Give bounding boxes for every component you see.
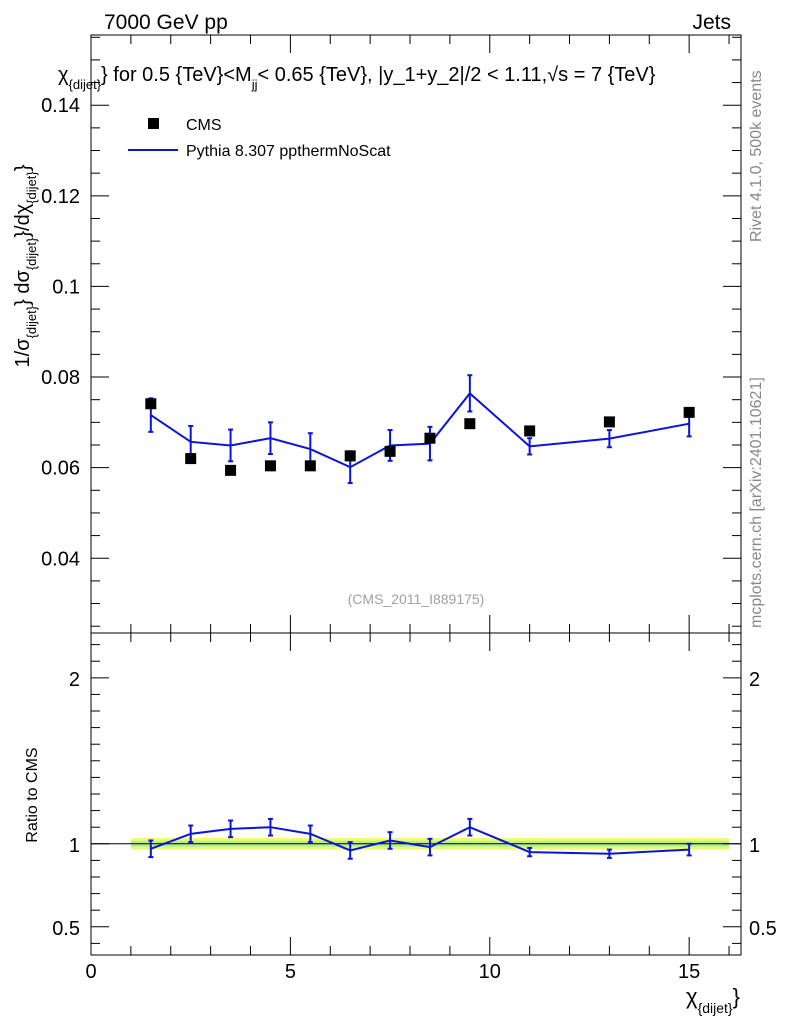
mc-line <box>150 391 690 469</box>
title-mjj-sub: jj <box>251 77 258 92</box>
energy-label: 7000 GeV pp <box>104 11 228 34</box>
cms-data-point <box>603 416 615 428</box>
xlabel-sub: {dijet} <box>698 1000 733 1016</box>
ratio-line <box>150 826 690 855</box>
cms-data-point <box>344 450 356 462</box>
ratio-series <box>148 817 692 860</box>
watermark-label: (CMS_2011_I889175) <box>348 591 485 607</box>
ylabel-s2: {dijet} <box>24 237 39 270</box>
ylabel-p2: } dσ <box>12 270 34 306</box>
main-axis-ticks: 0.04 0.06 0.08 0.1 0.12 0.14 <box>41 35 741 633</box>
ratio-ytick-label-left: 2 <box>69 669 80 691</box>
main-panel: 0.04 0.06 0.08 0.1 0.12 0.14 (CMS_2011_I88917… <box>12 34 742 634</box>
cms-data-point <box>384 445 396 457</box>
cms-data-point <box>524 425 536 437</box>
cms-data-point <box>464 418 476 430</box>
legend-cms-label: CMS <box>186 117 222 134</box>
title-chi: χ <box>58 64 69 86</box>
main-series <box>145 374 695 485</box>
ratio-ytick-label-right: 2 <box>749 669 760 691</box>
ratio-ytick-label-right: 0.5 <box>749 918 777 940</box>
ratio-panel: 0 5 10 15 0.5 0.5 1 1 2 2 Ratio to CMS χ{dijet}} <box>24 632 777 1016</box>
title-part1: } for 0.5 {TeV}<M <box>101 64 252 86</box>
xtick-label: 10 <box>479 961 501 983</box>
chart-title: χ{dijet}} for 0.5 {TeV}<Mjj< 0.65 {TeV},… <box>58 64 656 92</box>
ratio-ytick-label-left: 0.5 <box>52 918 80 940</box>
xlabel-close: } <box>733 984 740 1009</box>
main-ytick-label: 0.08 <box>41 367 80 389</box>
ylabel-s3: {dijet} <box>24 171 39 204</box>
title-part2: < 0.65 {TeV}, |y_1+y_2|/2 < 1.11,√s = 7 … <box>257 64 655 86</box>
cms-data-point <box>424 432 436 444</box>
process-label: Jets <box>692 11 731 34</box>
ratio-axis-ticks: 0 5 10 15 0.5 0.5 1 1 2 2 <box>52 633 777 983</box>
xtick-label: 0 <box>85 961 96 983</box>
mcplots-label: mcplots.cern.ch [arXiv:2401.10621] <box>748 377 765 628</box>
title-chi-sub: {dijet} <box>69 77 102 92</box>
main-ylabel: 1/σ{dijet}} dσ{dijet}}/dχ{dijet}} <box>12 164 39 367</box>
rivet-label: Rivet 4.1.0, 500k events <box>748 70 765 242</box>
legend-cms-marker <box>148 118 159 129</box>
main-ytick-label: 0.12 <box>41 186 80 208</box>
legend: CMS Pythia 8.307 ppthermNoScat <box>128 117 391 160</box>
ratio-ytick-label-left: 1 <box>69 835 80 857</box>
main-ytick-label: 0.06 <box>41 458 80 480</box>
legend-mc-label: Pythia 8.307 ppthermNoScat <box>186 143 391 160</box>
ratio-ylabel: Ratio to CMS <box>24 747 41 842</box>
cms-data-point <box>145 398 157 410</box>
cms-data-point <box>264 460 276 472</box>
main-ytick-label: 0.14 <box>41 95 80 117</box>
ylabel-s1: {dijet} <box>24 305 39 338</box>
x-axis-label: χ{dijet}} <box>686 984 740 1016</box>
cms-data-point <box>304 460 316 472</box>
ylabel-p4: } <box>12 164 34 171</box>
cms-data-point <box>225 464 237 476</box>
ratio-ytick-label-right: 1 <box>749 835 760 857</box>
main-ytick-label: 0.04 <box>41 548 80 570</box>
cms-data-point <box>185 453 197 465</box>
xtick-label: 15 <box>678 961 700 983</box>
cms-data-point <box>683 406 695 418</box>
xlabel-chi: χ <box>686 984 698 1009</box>
xtick-label: 5 <box>285 961 296 983</box>
main-ytick-label: 0.1 <box>52 276 80 298</box>
ylabel-p3: }/dχ <box>12 203 34 237</box>
ratio-frame <box>90 632 742 956</box>
ylabel-p1: 1/σ <box>12 338 34 368</box>
